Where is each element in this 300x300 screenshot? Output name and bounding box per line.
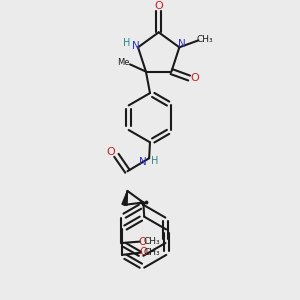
Text: O: O	[139, 237, 147, 247]
Text: O: O	[154, 1, 163, 11]
Text: H: H	[123, 38, 131, 48]
Text: O: O	[107, 147, 116, 158]
Text: H: H	[151, 155, 158, 166]
Text: N: N	[140, 157, 147, 167]
Text: N: N	[178, 39, 186, 50]
Text: CH₃: CH₃	[196, 35, 213, 44]
Text: CH₃: CH₃	[143, 237, 160, 246]
Text: CH₃: CH₃	[144, 248, 160, 256]
Text: Me: Me	[117, 58, 130, 67]
Polygon shape	[122, 191, 128, 206]
Text: O: O	[190, 73, 199, 83]
Text: N: N	[132, 40, 140, 51]
Text: O: O	[140, 247, 148, 257]
